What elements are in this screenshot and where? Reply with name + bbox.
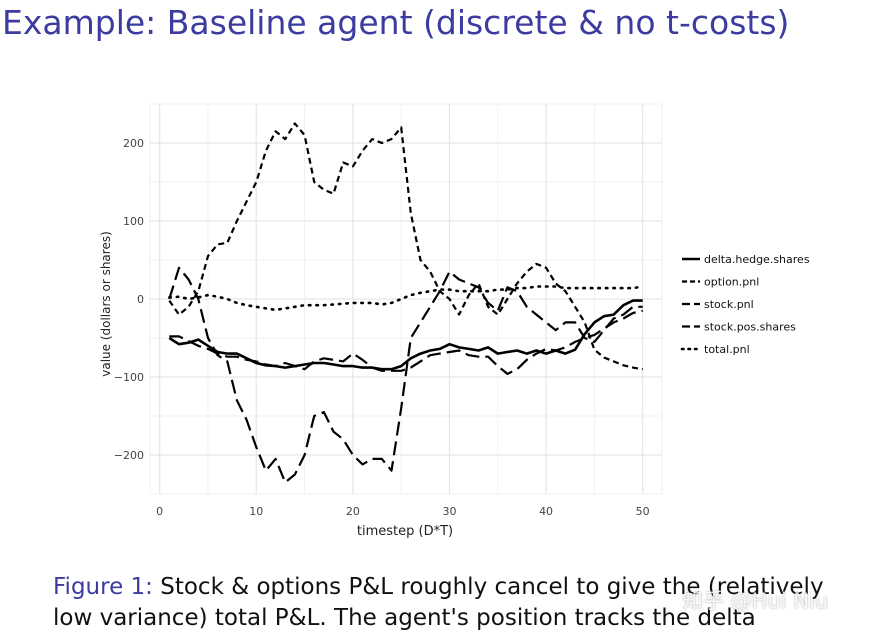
legend-label: option.pnl [704,276,759,289]
line-chart: 0 10 20 30 40 50 −200 −100 0 100 200 timestep (D*T… [99,103,810,539]
x-tick-label: 10 [249,505,263,518]
x-tick-label: 20 [346,505,360,518]
legend-label: total.pnl [704,343,750,356]
watermark: 知乎 @Hui Niu [682,589,829,613]
chart-container: 0 10 20 30 40 50 −200 −100 0 100 200 timestep (D*T… [99,103,810,539]
legend-label: stock.pnl [704,298,754,311]
y-tick-label: 0 [137,293,144,306]
slide-title: Example: Baseline agent (discrete & no t… [2,3,790,42]
grid-lines [149,103,663,495]
figure-label: Figure 1: [53,574,153,600]
series-line-stock-pnl [168,266,643,484]
y-tick-label: −200 [114,449,144,462]
tick-labels: 0 10 20 30 40 50 −200 −100 0 100 200 [114,137,650,518]
y-tick-label: 200 [123,137,144,150]
series-line-delta-hedge-shares [168,299,643,371]
series-line-stock-pos-shares [169,309,643,375]
y-axis-label: value (dollars or shares) [99,231,113,377]
x-tick-label: 0 [156,505,163,518]
x-tick-label: 30 [442,505,456,518]
series-line-total-pnl [168,285,645,312]
x-axis-label: timestep (D*T) [357,524,453,539]
series-lines [168,122,645,484]
legend-label: stock.pos.shares [704,321,796,334]
legend: delta.hedge.shares option.pnl stock.pnl sto… [680,253,810,356]
x-tick-label: 40 [539,505,553,518]
series-line-option-pnl [168,122,643,371]
x-tick-label: 50 [636,505,650,518]
caption-text: Stock & options P&L roughly cancel to gi… [53,574,824,631]
legend-label: delta.hedge.shares [704,253,810,266]
y-tick-label: −100 [114,371,144,384]
y-tick-label: 100 [123,215,144,228]
figure-caption: Figure 1: Stock & options P&L roughly ca… [53,572,868,634]
